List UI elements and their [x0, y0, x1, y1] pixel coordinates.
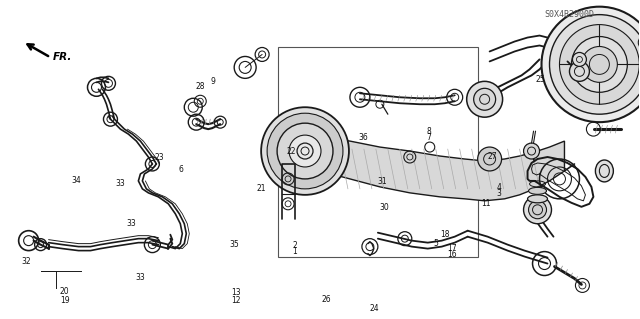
Text: 33: 33 — [135, 272, 145, 281]
Text: 32: 32 — [21, 257, 31, 266]
Text: 30: 30 — [379, 203, 388, 211]
Circle shape — [524, 143, 540, 159]
Text: 23: 23 — [154, 153, 164, 162]
Polygon shape — [300, 134, 564, 201]
Circle shape — [572, 37, 627, 92]
Text: 34: 34 — [71, 176, 81, 185]
Text: 4: 4 — [497, 183, 501, 192]
Text: 21: 21 — [257, 184, 266, 193]
Circle shape — [267, 113, 343, 189]
Ellipse shape — [595, 160, 613, 182]
Text: 35: 35 — [229, 240, 239, 249]
Text: 12: 12 — [231, 296, 241, 305]
Text: 13: 13 — [231, 288, 241, 297]
Circle shape — [477, 147, 502, 171]
Circle shape — [277, 123, 333, 179]
Circle shape — [474, 88, 495, 110]
Circle shape — [559, 25, 639, 104]
Text: 26: 26 — [321, 295, 331, 304]
Circle shape — [467, 81, 502, 117]
Text: 5: 5 — [434, 239, 438, 248]
Text: 33: 33 — [116, 179, 125, 188]
Circle shape — [550, 15, 640, 114]
Text: FR.: FR. — [52, 52, 72, 63]
Text: 27: 27 — [488, 152, 497, 161]
Ellipse shape — [527, 195, 547, 203]
Circle shape — [541, 7, 640, 122]
Text: 24: 24 — [369, 304, 379, 313]
Text: 17: 17 — [447, 244, 456, 253]
Circle shape — [581, 47, 618, 82]
Text: 36: 36 — [358, 133, 368, 142]
Circle shape — [289, 135, 321, 167]
Text: 1: 1 — [292, 247, 297, 256]
Text: S0X4B2900D: S0X4B2900D — [545, 10, 595, 19]
Circle shape — [572, 52, 586, 66]
Text: 2: 2 — [292, 241, 297, 250]
Text: 19: 19 — [60, 296, 69, 305]
Text: 22: 22 — [287, 147, 296, 156]
Text: 31: 31 — [378, 177, 387, 186]
Circle shape — [261, 107, 349, 195]
Ellipse shape — [529, 187, 547, 194]
Text: 8: 8 — [426, 127, 431, 136]
Text: 20: 20 — [60, 287, 69, 296]
Text: 28: 28 — [196, 82, 205, 91]
Circle shape — [529, 201, 547, 219]
Text: 16: 16 — [447, 250, 456, 259]
Text: 18: 18 — [440, 230, 449, 239]
Circle shape — [570, 62, 589, 81]
Text: 9: 9 — [211, 77, 215, 86]
Text: 7: 7 — [426, 133, 431, 142]
Circle shape — [524, 196, 552, 224]
Text: 6: 6 — [179, 165, 183, 174]
Text: 11: 11 — [481, 199, 491, 208]
Text: 33: 33 — [127, 219, 136, 227]
Text: 25: 25 — [536, 75, 545, 84]
Text: 3: 3 — [497, 189, 501, 198]
Bar — [278, 48, 477, 256]
